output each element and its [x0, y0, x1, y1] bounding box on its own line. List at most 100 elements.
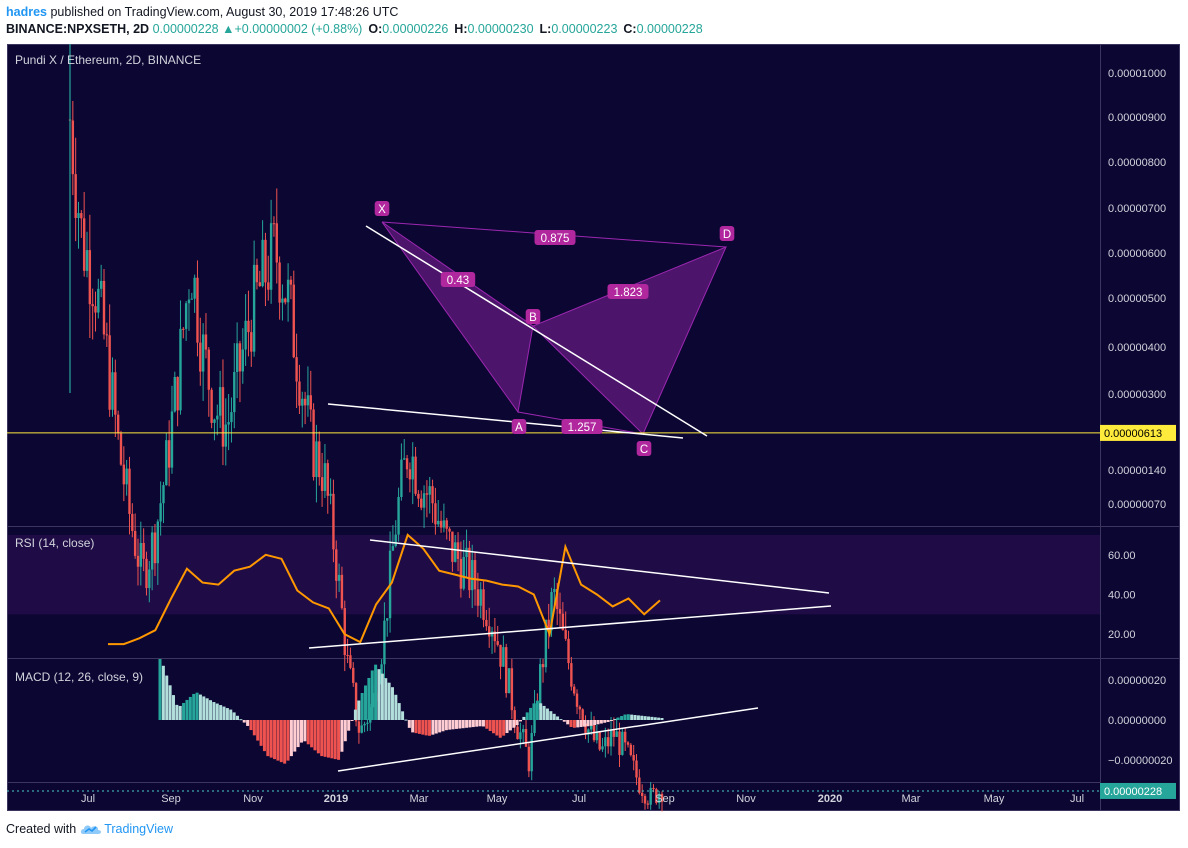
- macd-bar: [478, 720, 482, 727]
- macd-bar: [330, 720, 334, 759]
- xd-ratio-label-badge: [534, 230, 576, 245]
- candle-body: [598, 731, 601, 750]
- price-tick-label: 0.00000070: [1108, 499, 1166, 511]
- candle-body: [269, 223, 273, 290]
- candle-body: [221, 387, 225, 447]
- candle-body: [635, 760, 638, 778]
- candle-body: [71, 120, 75, 175]
- macd-tick-label: 0.00000020: [1108, 675, 1166, 687]
- macd-bar: [195, 692, 199, 720]
- macd-bar: [259, 720, 263, 746]
- created-with-text: Created with: [6, 822, 77, 836]
- tradingview-link[interactable]: TradingView: [104, 822, 173, 836]
- macd-bar: [175, 704, 179, 720]
- candle-body: [482, 589, 485, 620]
- close-label: C:: [623, 22, 637, 36]
- macd-bar: [350, 720, 354, 721]
- candle-body: [213, 419, 216, 423]
- pattern-labels: X A B C D 0.875 0.43 1.823 1.257: [374, 201, 735, 456]
- macd-bar: [451, 720, 455, 730]
- candle-body: [173, 376, 177, 412]
- candle-body: [326, 463, 329, 496]
- candle-body: [354, 682, 358, 722]
- candle-body: [643, 795, 647, 804]
- candle-body: [258, 282, 261, 287]
- candle-body: [493, 631, 497, 642]
- candle-body: [102, 280, 106, 335]
- candle-body: [329, 493, 332, 496]
- candle-body: [139, 542, 143, 567]
- candle-body: [411, 456, 414, 480]
- candle-body: [142, 542, 145, 559]
- candle-body: [502, 647, 505, 667]
- candle-body: [97, 288, 100, 313]
- candle-body: [91, 304, 94, 307]
- price-pane[interactable]: [7, 44, 1100, 526]
- candle-body: [133, 531, 137, 556]
- candle-body: [227, 422, 230, 425]
- macd-bar: [421, 720, 425, 735]
- macd-bar: [454, 720, 458, 729]
- candle-body: [408, 469, 412, 480]
- candle-body: [289, 279, 293, 285]
- candle-body: [94, 306, 97, 313]
- candle-body: [524, 729, 528, 747]
- candle-body: [122, 464, 126, 485]
- macd-pane[interactable]: [7, 659, 1100, 782]
- ohlc-line: BINANCE:NPXSETH, 2D 0.00000228 ▲+0.00000…: [6, 22, 703, 36]
- time-axis[interactable]: [7, 783, 1100, 811]
- macd-bar: [465, 720, 469, 728]
- macd-bar: [488, 720, 492, 731]
- macd-bar: [481, 720, 485, 727]
- candle-body: [210, 389, 213, 423]
- low-value: 0.00000223: [551, 22, 618, 36]
- candle-body: [204, 334, 208, 350]
- candle-body: [570, 663, 573, 687]
- macd-bar: [492, 720, 496, 734]
- rsi-pane-title: RSI (14, close): [15, 536, 94, 550]
- macd-bar: [229, 709, 233, 720]
- macd-bar: [316, 720, 320, 754]
- candle-body: [216, 415, 219, 420]
- macd-bar: [505, 720, 509, 734]
- candle-body: [261, 239, 264, 287]
- candle-body: [550, 592, 553, 631]
- high-label: H:: [454, 22, 468, 36]
- time-tick-label: Nov: [736, 793, 756, 805]
- rsi-tick-label: 20.00: [1108, 629, 1136, 641]
- price-trendlines: [7, 225, 1100, 792]
- macd-bar: [256, 720, 260, 741]
- candle-body: [649, 787, 652, 805]
- chart-border: [7, 44, 1180, 811]
- macd-bar: [394, 694, 398, 720]
- price-tick-label: 0.00000300: [1108, 389, 1166, 401]
- username[interactable]: hadres: [6, 5, 47, 19]
- price-tick-label: 0.00000800: [1108, 157, 1166, 169]
- macd-bar: [161, 665, 165, 720]
- point-x-label: X: [378, 204, 386, 216]
- time-tick-label: May: [487, 793, 508, 805]
- candle-body: [99, 280, 103, 289]
- candle-body: [131, 513, 134, 532]
- candle-body: [555, 588, 559, 610]
- candle-body: [595, 731, 599, 741]
- macd-bar: [242, 720, 246, 723]
- macd-bar: [475, 720, 479, 727]
- candle-body: [527, 746, 531, 772]
- macd-bar: [647, 716, 651, 720]
- candle-body: [445, 520, 448, 529]
- candle-body: [621, 731, 624, 755]
- macd-bar: [515, 720, 519, 726]
- candle-body: [601, 746, 604, 750]
- candle-body: [522, 729, 525, 733]
- macd-bar: [246, 720, 250, 726]
- macd-bar: [545, 708, 549, 720]
- candle-body: [612, 729, 616, 737]
- candle-body: [572, 686, 576, 694]
- candle-body: [657, 793, 661, 803]
- candle-body: [85, 250, 89, 271]
- candle-body: [167, 440, 171, 468]
- macd-bar: [401, 711, 405, 720]
- candle-body: [578, 706, 582, 710]
